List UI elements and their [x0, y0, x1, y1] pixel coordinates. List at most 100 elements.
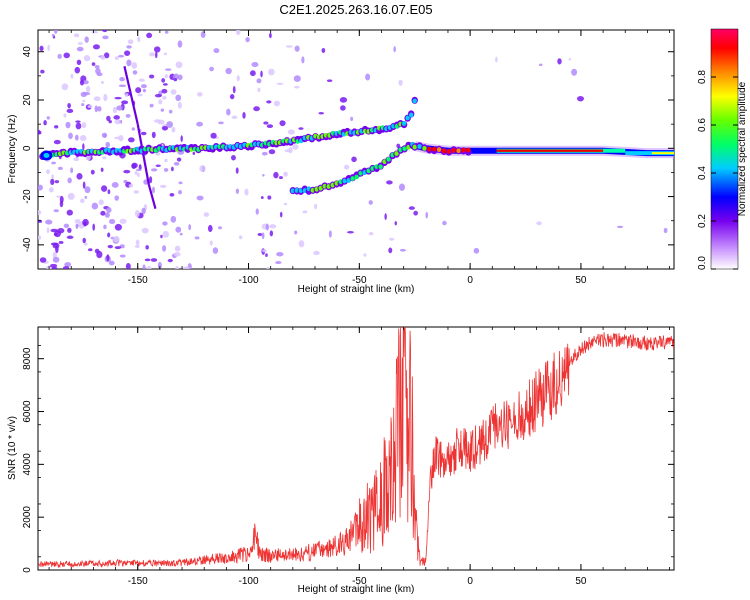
noise-dot: [128, 183, 134, 188]
noise-dot: [119, 254, 126, 258]
snr-y-tick-label: 4000: [22, 453, 33, 476]
noise-dot: [100, 80, 105, 84]
noise-dot: [152, 186, 155, 194]
noise-dot: [261, 151, 268, 156]
noise-dot: [57, 53, 62, 59]
noise-dot: [59, 195, 64, 204]
snr-x-tick-label: -100: [239, 576, 259, 587]
noise-dot: [298, 240, 305, 248]
noise-dot: [54, 125, 59, 129]
noise-dot: [225, 67, 232, 75]
noise-dot: [188, 224, 192, 231]
noise-dot: [399, 248, 406, 252]
noise-dot: [94, 105, 98, 113]
noise-dot: [287, 129, 296, 135]
noise-dot: [105, 141, 110, 148]
noise-dot: [123, 169, 131, 174]
noise-dot: [140, 84, 147, 89]
colorbar-gradient: [710, 28, 739, 270]
noise-dot: [175, 61, 183, 69]
noise-dot: [137, 36, 141, 43]
noise-dot: [313, 250, 320, 256]
noise-dot: [74, 134, 79, 141]
noise-dot: [43, 120, 47, 126]
noise-dot: [199, 165, 206, 173]
noise-dot: [263, 121, 269, 125]
noise-dot: [133, 190, 140, 194]
center-line-start-mark: [456, 148, 461, 154]
noise-dot: [113, 235, 120, 243]
noise-dot: [142, 264, 146, 269]
noise-dot: [138, 78, 145, 82]
snr-x-tick-label: 0: [467, 576, 473, 587]
noise-dot: [68, 132, 73, 140]
noise-dot: [268, 68, 275, 76]
colorbar-tick-label: 0.0: [697, 256, 708, 270]
noise-dot: [40, 69, 45, 74]
noise-dot: [207, 224, 213, 233]
noise-dot: [118, 84, 126, 88]
noise-dot: [288, 147, 293, 154]
noise-dot: [134, 244, 140, 248]
noise-dot: [82, 99, 86, 103]
noise-dot: [135, 87, 142, 94]
noise-dot: [269, 230, 274, 237]
noise-dot: [568, 58, 572, 61]
noise-dot: [58, 241, 64, 244]
noise-dot: [175, 94, 182, 102]
noise-dot: [210, 132, 217, 139]
noise-dot: [102, 156, 107, 160]
spectrogram-x-tick-label: -50: [352, 275, 367, 286]
noise-dot: [276, 82, 284, 86]
noise-dot: [285, 45, 293, 48]
spectrogram-axes: -150 -100 -50 0 50 -40 -20 0 20 40: [22, 30, 674, 286]
noise-dot: [64, 261, 72, 268]
spectrogram-y-axis-label: Frequency (Hz): [7, 115, 18, 184]
noise-dot: [136, 172, 140, 177]
noise-dot: [279, 211, 283, 218]
spectrogram-panel: -150 -100 -50 0 50 -40 -20 0 20 40 Height of stra…: [7, 29, 675, 295]
noise-dot: [164, 158, 168, 163]
noise-dot: [256, 78, 262, 84]
noise-dot: [170, 215, 177, 223]
noise-dot: [82, 143, 85, 151]
noise-dot: [91, 202, 99, 210]
noise-dot: [108, 219, 116, 225]
noise-dot: [113, 115, 120, 120]
noise-dot: [87, 105, 93, 108]
colorbar-ticks: 0.0 0.2 0.4 0.6 0.8: [697, 70, 738, 270]
noise-dot: [344, 164, 350, 170]
noise-dot: [63, 52, 70, 59]
noise-dot: [275, 261, 282, 265]
noise-dot: [100, 167, 104, 172]
noise-dot: [273, 100, 281, 107]
spectrogram-y-tick-label: 20: [22, 94, 33, 106]
noise-dot: [145, 245, 149, 250]
noise-dot: [165, 68, 172, 71]
noise-dot: [169, 193, 175, 197]
noise-dot: [200, 31, 206, 39]
noise-dot: [235, 30, 241, 36]
noise-dot: [162, 83, 168, 86]
noise-dot: [260, 70, 263, 78]
snr-y-tick-label: 2000: [22, 506, 33, 529]
snr-x-tick-label: -50: [352, 576, 367, 587]
noise-dot: [46, 227, 50, 234]
noise-dot: [388, 247, 393, 254]
center-line-start-mark: [466, 147, 471, 153]
noise-dot: [175, 226, 182, 233]
noise-dot: [66, 209, 73, 216]
noise-dot: [292, 144, 299, 150]
noise-dot: [124, 93, 129, 98]
noise-dot: [141, 207, 146, 215]
noise-dot: [131, 162, 138, 169]
noise-dot: [103, 134, 107, 138]
noise-dot: [104, 212, 110, 218]
noise-dot: [102, 35, 109, 40]
noise-dot: [53, 30, 58, 34]
noise-dot: [168, 109, 173, 114]
noise-dot: [146, 32, 153, 39]
noise-dot: [80, 91, 87, 98]
noise-dot: [76, 173, 83, 180]
noise-dot: [53, 209, 60, 213]
